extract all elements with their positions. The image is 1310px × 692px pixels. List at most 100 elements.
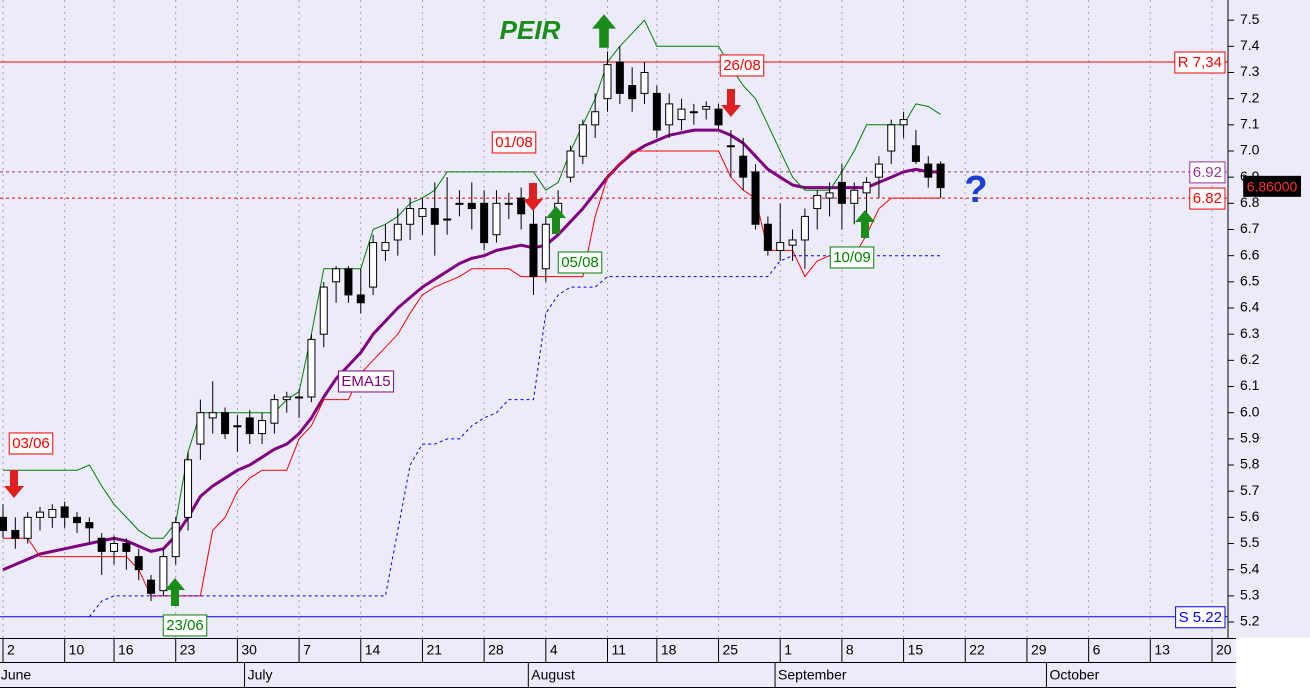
- y-tick-label: 7.1: [1240, 116, 1260, 132]
- x-tick-label: 25: [723, 642, 739, 658]
- candle-body: [887, 124, 896, 152]
- label-box: [491, 131, 537, 154]
- y-tick-label: 6.4: [1240, 299, 1260, 315]
- x-tick-label: 21: [426, 642, 442, 658]
- axes: 5.2 5.3 5.4 5.5 5.6 5.7 5.8 5.9 6.0 6.1 6.2 6.3 6.4 6…: [1, 11, 1302, 688]
- candles: [0, 46, 945, 602]
- candle-body: [270, 399, 279, 424]
- candle-body: [529, 223, 538, 278]
- y-tick-label: 5.6: [1240, 508, 1260, 524]
- level-label: R 7,34: [1178, 54, 1222, 71]
- candle-body: [11, 529, 20, 539]
- y-tick-label: 7.2: [1240, 89, 1260, 105]
- x-tick-label: 1: [784, 642, 792, 658]
- candle-body: [689, 111, 698, 114]
- y-tick-label: 5.5: [1240, 534, 1260, 550]
- candle-body: [776, 242, 785, 251]
- y-tick-label: 5.4: [1240, 560, 1260, 576]
- signal-label: 23/06: [166, 617, 204, 634]
- x-tick-label: 23: [180, 642, 196, 658]
- candle-body: [874, 163, 883, 178]
- candle-body: [171, 522, 180, 558]
- y-tick-label: 6.0: [1240, 403, 1260, 419]
- candle-body: [899, 119, 908, 126]
- candle-body: [134, 556, 143, 571]
- y-tick-label: 7.3: [1240, 63, 1260, 79]
- y-tick-label: 7.0: [1240, 142, 1260, 158]
- candle-body: [541, 223, 550, 270]
- label-box: [8, 432, 54, 455]
- candle-body: [258, 420, 267, 435]
- signal-label: 03/06: [12, 435, 50, 452]
- y-tick-label: 6.6: [1240, 246, 1260, 262]
- label-box: [337, 370, 395, 393]
- candle-body: [788, 239, 797, 246]
- label-box: [1175, 606, 1226, 629]
- candle-body: [628, 85, 637, 100]
- signal-label: 01/08: [495, 134, 533, 151]
- candle-body: [615, 61, 624, 94]
- candle-body: [233, 425, 242, 428]
- lines: [2, 19, 941, 618]
- candle-body: [307, 338, 316, 398]
- candle-body: [739, 155, 748, 178]
- annotations: 03/06 23/06 01/08 05/08 26/08 10/09 EMA1…: [4, 14, 988, 637]
- x-tick-label: 10: [69, 642, 85, 658]
- candle-body: [73, 516, 82, 524]
- month-label: October: [1049, 667, 1099, 683]
- candle-body: [492, 202, 501, 236]
- candle-body: [702, 106, 711, 110]
- month-label: June: [1, 667, 32, 683]
- candle-body: [60, 506, 69, 518]
- candle-body: [393, 223, 402, 241]
- question-mark: ?: [964, 169, 987, 211]
- candle-body: [480, 202, 489, 244]
- x-tick-label: 30: [241, 642, 257, 658]
- candle-body: [23, 516, 32, 539]
- x-tick-label: 18: [661, 642, 677, 658]
- month-label: September: [778, 667, 847, 683]
- candle-body: [652, 92, 661, 131]
- candle-body: [862, 181, 871, 194]
- label-box: [829, 246, 875, 269]
- label-box: [1189, 187, 1226, 210]
- candle-body: [850, 189, 859, 204]
- y-tick-label: 6.2: [1240, 351, 1260, 367]
- candle-body: [467, 202, 476, 210]
- last-price-label: 6.86000: [1247, 178, 1298, 194]
- candle-body: [344, 268, 353, 296]
- candle-body: [924, 163, 933, 178]
- x-tick-label: 14: [365, 642, 381, 658]
- plot-background: [0, 0, 1228, 638]
- x-tick-label: 6: [1093, 642, 1101, 658]
- signal-label: 10/09: [833, 249, 871, 266]
- candle-body: [603, 64, 612, 100]
- candle-body: [418, 208, 427, 217]
- x-tick-label: 15: [908, 642, 924, 658]
- y-tick-label: 5.7: [1240, 482, 1260, 498]
- candle-body: [517, 197, 526, 215]
- candle-body: [591, 111, 600, 126]
- candle-body: [936, 163, 945, 189]
- label-box: [1174, 51, 1226, 74]
- candle-body: [430, 208, 439, 225]
- level-label: 6.82: [1193, 190, 1222, 207]
- x-tick-label: 20: [1216, 642, 1232, 658]
- axis-background: [1228, 0, 1310, 638]
- candle-body: [282, 396, 291, 401]
- y-tick-label: 5.9: [1240, 430, 1260, 446]
- candle-body: [726, 145, 735, 148]
- candle-body: [677, 108, 686, 121]
- candle-body: [295, 396, 304, 399]
- y-tick-label: 7.5: [1240, 11, 1260, 27]
- label-box: [162, 614, 208, 637]
- month-label: August: [531, 667, 575, 683]
- label-box: [719, 54, 765, 77]
- candle-body: [319, 286, 328, 335]
- y-tick-label: 6.5: [1240, 273, 1260, 289]
- x-tick-label: 22: [969, 642, 985, 658]
- signal-label: 05/08: [561, 254, 599, 271]
- band-line: [3, 19, 941, 539]
- candle-body: [184, 459, 193, 518]
